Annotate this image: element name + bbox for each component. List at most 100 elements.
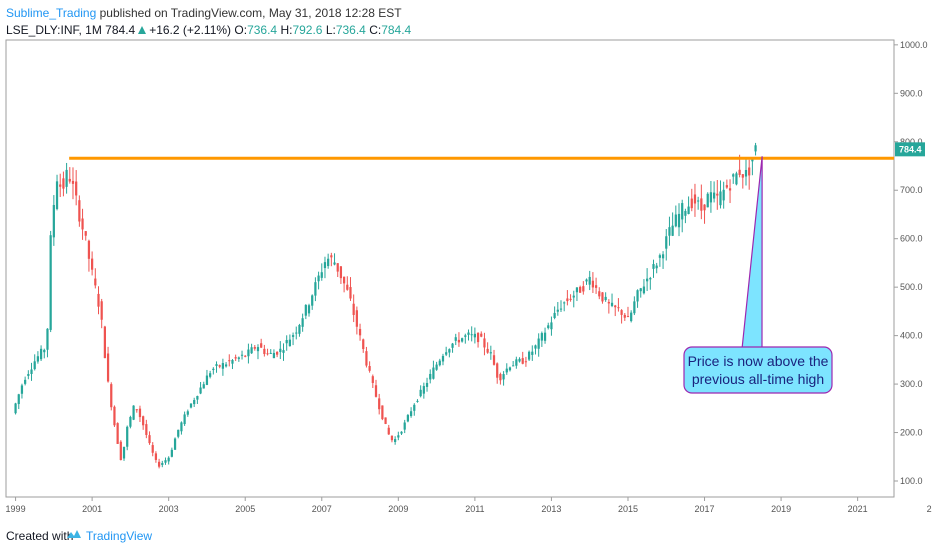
candle-body <box>473 333 476 338</box>
up-arrow-icon <box>138 26 147 34</box>
last-price-label: 784.4 <box>899 144 922 154</box>
candle-body <box>563 302 566 304</box>
candle-body <box>161 463 164 465</box>
candle-body <box>205 375 209 385</box>
candle-body <box>253 347 256 349</box>
annotation-text-line-1: Price is now above the <box>688 353 829 369</box>
candle-body <box>728 188 732 191</box>
candle-body <box>690 198 693 209</box>
y-tick-label: 300.0 <box>900 379 923 389</box>
candle-body <box>700 198 703 211</box>
candle-body <box>556 309 559 312</box>
price-change: +16.2 (+2.11%) <box>149 23 232 37</box>
candle-body <box>260 343 263 348</box>
publish-text: published on TradingView.com, May 31, 20… <box>99 6 402 20</box>
candle-body <box>598 291 601 297</box>
candle-body <box>668 227 671 236</box>
candle-body <box>336 263 339 272</box>
candle-body <box>304 304 307 316</box>
candle-body <box>543 332 547 341</box>
candle-body <box>623 314 626 318</box>
candle-body <box>234 357 237 359</box>
candle-body <box>652 264 655 269</box>
tradingview-link[interactable]: TradingView <box>86 529 153 543</box>
candle-body <box>142 416 145 426</box>
candle-body <box>129 416 132 427</box>
candle-body <box>642 286 646 294</box>
candle-body <box>91 258 94 270</box>
candle-body <box>601 292 604 302</box>
author-link[interactable]: Sublime_Trading <box>6 6 97 20</box>
candle-body <box>748 167 751 176</box>
symbol-label[interactable]: LSE_DLY:INF, 1M <box>6 23 102 37</box>
candle-body <box>320 272 323 278</box>
high-label: H: <box>280 23 293 37</box>
candle-body <box>524 361 528 363</box>
candle-body <box>113 406 116 426</box>
candle-body <box>186 411 189 415</box>
candle-body <box>684 210 687 216</box>
x-tick-label: 2007 <box>312 504 332 514</box>
candle-body <box>173 438 177 450</box>
candle-body <box>658 255 661 258</box>
candle-body <box>333 262 336 265</box>
candle-body <box>483 338 486 348</box>
candle-body <box>110 384 113 408</box>
candle-body <box>626 316 630 318</box>
x-tick-label: 2005 <box>235 504 255 514</box>
candle-body <box>572 295 575 298</box>
open-value: 736.4 <box>247 23 278 37</box>
y-tick-label: 200.0 <box>900 428 923 438</box>
candle-body <box>346 284 349 290</box>
candle-body <box>59 184 62 187</box>
candle-body <box>49 235 52 330</box>
annotation-callout[interactable] <box>683 346 833 394</box>
candle-body <box>151 445 154 453</box>
candle-body <box>738 169 741 175</box>
candle-body <box>448 349 451 353</box>
candle-body <box>400 431 403 434</box>
candle-body <box>502 374 505 380</box>
candle-body <box>374 385 378 397</box>
close-value: 784.4 <box>381 23 412 37</box>
candle-body <box>365 351 368 366</box>
candle-body <box>342 276 346 284</box>
candle-body <box>276 351 279 355</box>
candle-body <box>550 322 553 330</box>
candle-body <box>693 194 697 204</box>
candle-body <box>62 178 65 189</box>
candle-body <box>250 347 253 354</box>
candle-body <box>527 351 531 360</box>
candle-body <box>741 174 744 178</box>
candle-body <box>451 343 454 348</box>
candle-body <box>687 206 690 215</box>
candle-body <box>614 305 617 308</box>
candle-body <box>505 368 508 373</box>
x-tick-label: 2021 <box>848 504 868 514</box>
candle-body <box>467 332 470 335</box>
candle-body <box>429 373 432 380</box>
candle-body <box>177 429 180 437</box>
candle-body <box>68 178 71 182</box>
candle-body <box>39 348 43 360</box>
candle-body <box>84 231 87 236</box>
candle-body <box>754 145 757 152</box>
candle-body <box>202 384 205 389</box>
candles <box>14 142 757 469</box>
candle-body <box>706 193 709 208</box>
candle-body <box>240 354 244 356</box>
candle-body <box>170 449 173 457</box>
candle-body <box>681 203 684 220</box>
candle-body <box>540 333 543 341</box>
candle-body <box>247 349 250 357</box>
candle-body <box>97 293 100 307</box>
candle-body <box>358 328 362 336</box>
candle-body <box>20 385 24 394</box>
candle-body <box>154 453 158 460</box>
candle-body <box>394 439 397 442</box>
x-tick-label: 2019 <box>771 504 791 514</box>
candle-body <box>135 409 138 411</box>
candle-body <box>55 181 59 210</box>
candle-body <box>106 353 110 382</box>
